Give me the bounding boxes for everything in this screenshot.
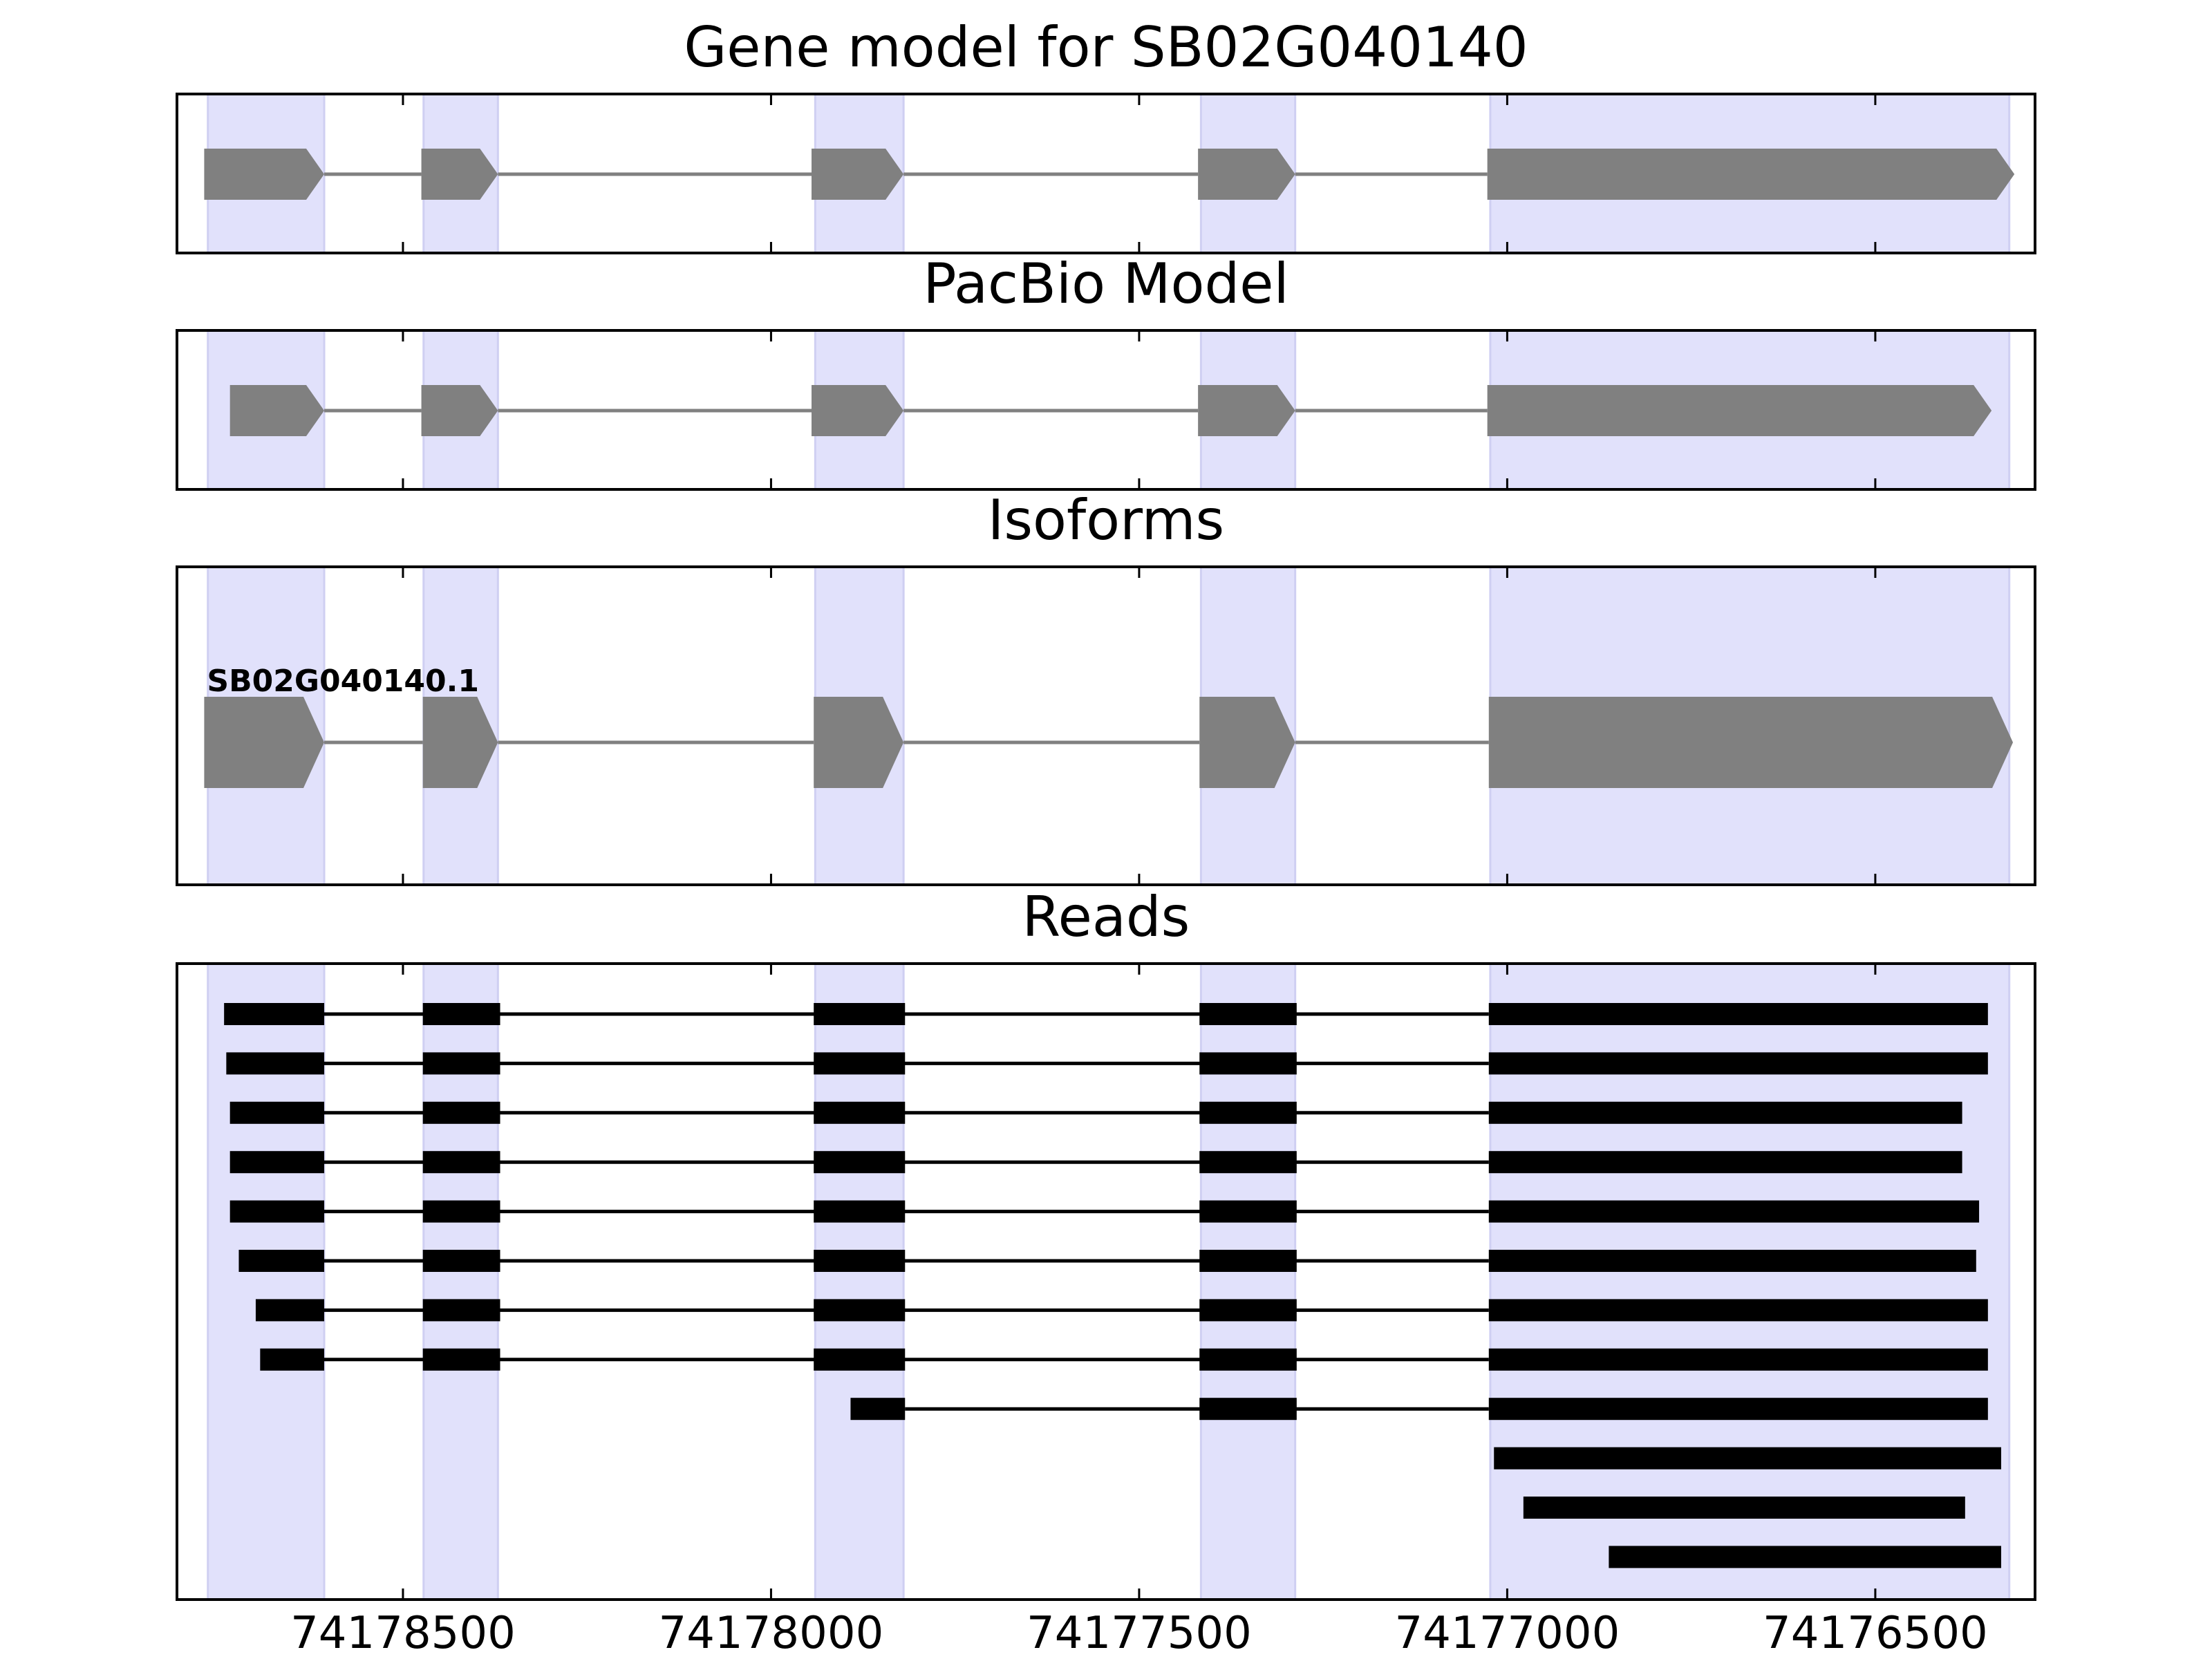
read-exon-block <box>1494 1447 2002 1470</box>
read-exon-block <box>1199 1052 1297 1075</box>
isoform-name-label: SB02G040140.1 <box>207 664 479 699</box>
gene-model-exon <box>421 149 498 200</box>
read-exon-block <box>422 1250 500 1272</box>
read-exon-block <box>814 1151 906 1174</box>
read-exon-block <box>1488 1101 1962 1124</box>
read-exon-block <box>1199 1299 1297 1322</box>
isoforms-frame <box>176 565 2036 886</box>
x-tick-label: 74177500 <box>1027 1608 1252 1659</box>
read-exon-block <box>1488 1348 1988 1371</box>
read-exon-block <box>255 1299 324 1322</box>
read-exon-block <box>814 1299 906 1322</box>
read-exon-block <box>1609 1546 2002 1568</box>
read-exon-block <box>1488 1200 1980 1223</box>
read-exon-block <box>814 1200 906 1223</box>
read-exon-block <box>422 1348 500 1371</box>
gene-model-exon <box>204 149 324 200</box>
x-tick-label: 74178500 <box>290 1608 516 1659</box>
read-exon-block <box>260 1348 324 1371</box>
read-exon-block <box>1488 1299 1988 1322</box>
x-tick-label: 74177000 <box>1395 1608 1620 1659</box>
gene-model-frame <box>176 93 2036 254</box>
reads-frame <box>176 962 2036 1601</box>
pacbio-model-exon <box>229 385 324 436</box>
read-exon-block <box>814 1250 906 1272</box>
pacbio-model-panel: PacBio Model <box>176 252 2036 491</box>
x-tick-label: 74176500 <box>1763 1608 1988 1659</box>
read-exon-block <box>422 1299 500 1322</box>
read-exon-block <box>1199 1348 1297 1371</box>
x-tick-label: 74178000 <box>659 1608 884 1659</box>
isoform-exon <box>1199 697 1295 788</box>
read-exon-block <box>850 1398 906 1421</box>
gene-model-exon <box>1198 149 1295 200</box>
read-exon-block <box>224 1003 324 1025</box>
read-exon-block <box>1199 1250 1297 1272</box>
read-exon-block <box>422 1200 500 1223</box>
read-exon-block <box>1488 1250 1976 1272</box>
read-exon-block <box>1199 1003 1297 1025</box>
pacbio-model-exon <box>421 385 498 436</box>
read-exon-block <box>1199 1151 1297 1174</box>
read-exon-block <box>814 1003 906 1025</box>
pacbio-model-exon <box>812 385 904 436</box>
x-axis-tick-labels: 74178500 74178000 74177500 74177000 7417… <box>290 1608 1988 1659</box>
read-exon-block <box>1488 1003 1988 1025</box>
read-exon-block <box>1199 1101 1297 1124</box>
isoforms-title: Isoforms <box>988 488 1224 552</box>
gene-model-exon <box>812 149 904 200</box>
read-exon-block <box>422 1003 500 1025</box>
read-exon-block <box>238 1250 324 1272</box>
read-exon-block <box>1488 1052 1988 1075</box>
read-exon-block <box>229 1200 324 1223</box>
gene-model-panel: Gene model for SB02G040140 <box>176 15 2036 254</box>
pacbio-model-exon <box>1198 385 1295 436</box>
pacbio-model-frame <box>176 329 2036 491</box>
reads-title: Reads <box>1022 885 1190 949</box>
read-exon-block <box>814 1101 906 1124</box>
read-exon-block <box>229 1101 324 1124</box>
read-exon-block <box>814 1052 906 1075</box>
read-exon-block <box>1488 1151 1962 1174</box>
read-exon-block <box>422 1151 500 1174</box>
reads-panel: Reads <box>176 885 2036 1601</box>
read-exon-block <box>422 1101 500 1124</box>
isoform-exon <box>204 697 324 788</box>
pacbio-model-exon <box>1487 385 1992 436</box>
read-exon-block <box>422 1052 500 1075</box>
read-exon-block <box>1523 1497 1965 1519</box>
read-exon-block <box>1488 1398 1988 1421</box>
isoform-exon <box>1488 697 2014 788</box>
read-exon-block <box>226 1052 324 1075</box>
gene-model-exon <box>1487 149 2015 200</box>
read-exon-block <box>229 1151 324 1174</box>
pacbio-model-title: PacBio Model <box>923 252 1288 316</box>
read-exon-block <box>1199 1398 1297 1421</box>
read-exon-block <box>814 1348 906 1371</box>
gene-model-title: Gene model for SB02G040140 <box>684 15 1528 79</box>
isoform-exon <box>814 697 904 788</box>
isoforms-panel: Isoforms SB02G040140.1 <box>176 488 2036 886</box>
isoform-exon <box>422 697 498 788</box>
read-exon-block <box>1199 1200 1297 1223</box>
